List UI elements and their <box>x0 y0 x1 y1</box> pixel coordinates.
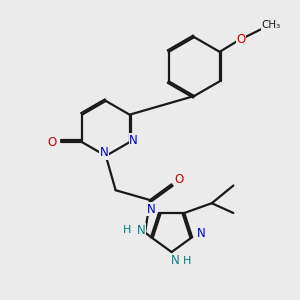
Text: O: O <box>175 173 184 186</box>
Text: N: N <box>171 254 180 267</box>
Text: H: H <box>183 256 191 266</box>
Text: N: N <box>147 202 155 216</box>
Text: H: H <box>123 226 132 236</box>
Text: O: O <box>237 33 246 46</box>
Text: N: N <box>137 224 146 237</box>
Text: N: N <box>196 227 205 240</box>
Text: N: N <box>100 146 108 159</box>
Text: N: N <box>129 134 138 147</box>
Text: O: O <box>47 136 56 148</box>
Text: CH₃: CH₃ <box>261 20 280 30</box>
